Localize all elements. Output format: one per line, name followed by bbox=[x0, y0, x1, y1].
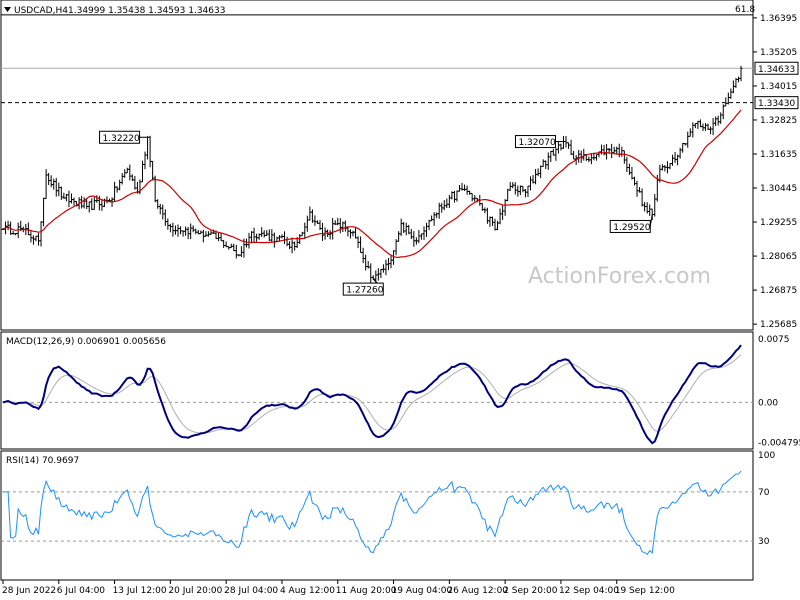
current-price-label: 1.34633 bbox=[758, 65, 795, 75]
macd-signal-line bbox=[2, 354, 742, 434]
annotation-label: 1.29520 bbox=[613, 223, 650, 233]
moving-average-line bbox=[2, 109, 742, 259]
rsi-label: RSI(14) 70.9697 bbox=[6, 456, 79, 466]
chart-ohlc: 1.34999 1.35438 1.34593 1.34633 bbox=[68, 6, 225, 16]
time-tick-label: 13 Jul 12:00 bbox=[113, 586, 167, 596]
price-pane-frame bbox=[0, 0, 754, 331]
time-tick-label: 26 Aug 12:00 bbox=[447, 586, 508, 596]
annotation-label: 1.27260 bbox=[346, 286, 383, 296]
annotation-box bbox=[342, 282, 384, 296]
price-tick-label: 1.30445 bbox=[760, 184, 797, 194]
price-tick-label: 1.26875 bbox=[760, 286, 797, 296]
annotation-box bbox=[514, 135, 556, 149]
level-price-label: 1.33430 bbox=[758, 99, 795, 109]
price-tick-label: 1.25685 bbox=[760, 320, 797, 330]
price-tick-label: 1.35205 bbox=[760, 48, 797, 58]
price-tick-label: 1.34015 bbox=[760, 82, 797, 92]
time-tick-label: 20 Jul 20:00 bbox=[168, 586, 222, 596]
annotation-label: 1.32070 bbox=[518, 138, 555, 148]
fib-level-label: 61.8 bbox=[735, 5, 755, 15]
macd-tick-label: 0.00 bbox=[758, 398, 778, 408]
price-tick-label: 1.32825 bbox=[760, 116, 797, 126]
time-tick-label: 4 Aug 12:00 bbox=[280, 586, 335, 596]
time-tick-label: 6 Jul 04:00 bbox=[57, 586, 106, 596]
time-tick-label: 28 Jul 04:00 bbox=[224, 586, 278, 596]
time-tick-label: 2 Sep 20:00 bbox=[503, 586, 558, 596]
price-tick-label: 1.36395 bbox=[760, 14, 797, 24]
time-tick-label: 28 Jun 2022 bbox=[2, 586, 56, 596]
price-tick-label: 1.28065 bbox=[760, 252, 797, 262]
time-tick-label: 12 Sep 04:00 bbox=[559, 586, 619, 596]
level-price-tag bbox=[754, 96, 799, 110]
rsi-pane-frame bbox=[0, 450, 754, 581]
price-tick-label: 1.29255 bbox=[760, 218, 797, 228]
macd-tick-label: 0.0075 bbox=[758, 335, 790, 345]
rsi-line bbox=[3, 470, 742, 556]
annotation-box bbox=[99, 130, 141, 144]
rsi-tick-label: 100 bbox=[758, 451, 775, 461]
time-tick-label: 19 Aug 04:00 bbox=[392, 586, 453, 596]
rsi-tick-label: 70 bbox=[758, 488, 770, 498]
watermark: ActionForex.com bbox=[528, 264, 711, 289]
current-price-tag bbox=[754, 61, 799, 75]
time-tick-label: 19 Sep 12:00 bbox=[615, 586, 675, 596]
macd-label: MACD(12,26,9) 0.006901 0.005656 bbox=[6, 337, 166, 347]
macd-pane-frame bbox=[0, 331, 754, 450]
chart-symbol: USDCAD,H4 bbox=[14, 6, 68, 16]
time-tick-label: 11 Aug 20:00 bbox=[336, 586, 397, 596]
macd-line bbox=[2, 344, 742, 445]
annotation-label: 1.32220 bbox=[103, 134, 140, 144]
rsi-tick-label: 30 bbox=[758, 537, 770, 547]
annotation-box bbox=[609, 219, 651, 233]
price-tick-label: 1.31635 bbox=[760, 150, 797, 160]
triangle-down-icon[interactable] bbox=[4, 7, 11, 12]
macd-tick-label: -0.004795 bbox=[758, 439, 800, 449]
